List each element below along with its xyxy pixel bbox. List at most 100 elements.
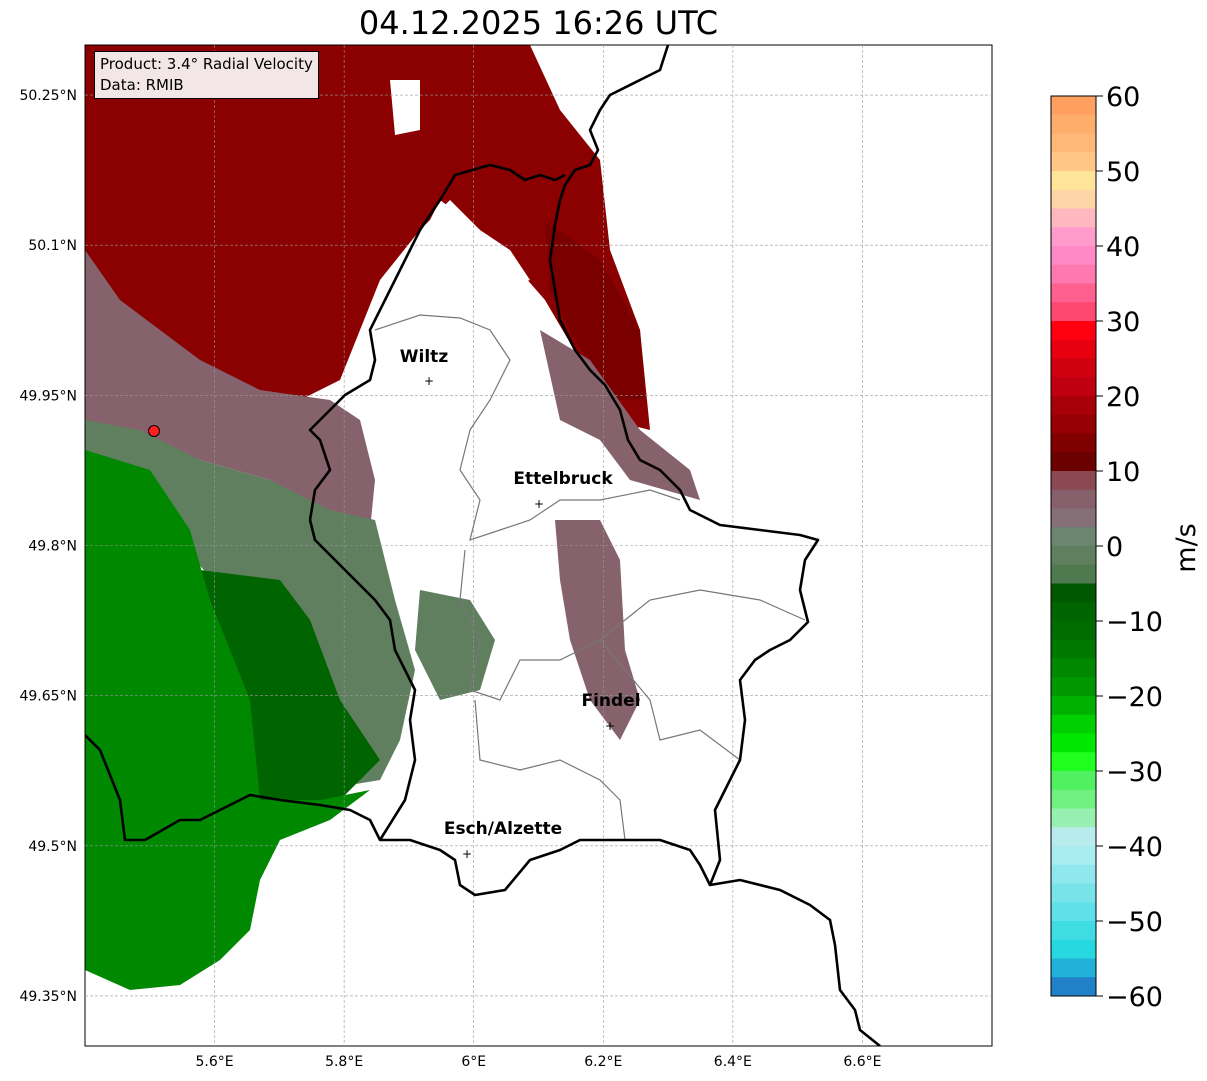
colorbar-band — [1051, 302, 1096, 322]
radar-layer — [85, 45, 700, 990]
colorbar-band — [1051, 602, 1096, 622]
country-border — [85, 734, 712, 897]
y-tick-label: 50.25°N — [19, 88, 77, 104]
colorbar-band — [1051, 546, 1096, 566]
colorbar-band — [1051, 527, 1096, 547]
colorbar-band — [1051, 639, 1096, 659]
colorbar-band — [1051, 508, 1096, 528]
colorbar-band — [1051, 171, 1096, 191]
y-tick-label: 49.5°N — [28, 839, 77, 855]
colorbar-tick-label: 60 — [1106, 82, 1140, 113]
city-label: Wiltz — [400, 347, 449, 367]
product-label: Product: 3.4° Radial Velocity — [100, 55, 313, 73]
echo-approaching-weak — [415, 590, 495, 700]
colorbar-band — [1051, 208, 1096, 228]
country-border — [548, 45, 881, 1046]
colorbar-tick-label: 40 — [1106, 232, 1140, 263]
colorbar-tick-label: −40 — [1106, 832, 1163, 863]
colorbar-band — [1051, 189, 1096, 209]
colorbar-band — [1051, 471, 1096, 491]
colorbar-tick-label: 10 — [1106, 457, 1140, 488]
x-tick-label: 6.2°E — [584, 1054, 622, 1070]
echo-approaching — [85, 450, 370, 990]
colorbar-tick-label: −20 — [1106, 682, 1163, 713]
colorbar-band — [1051, 246, 1096, 266]
colorbar-tick-label: 30 — [1106, 307, 1140, 338]
colorbar-band — [1051, 583, 1096, 603]
y-axis-ticks: 50.25°N 50.1°N 49.95°N 49.8°N 49.65°N 49.5°N 4… — [19, 88, 77, 1005]
echo-near-zero — [555, 520, 640, 740]
y-tick-label: 49.8°N — [28, 539, 77, 555]
colorbar-band — [1051, 846, 1096, 866]
colorbar-band — [1051, 771, 1096, 791]
canton-boundaries — [374, 314, 681, 541]
colorbar-band — [1051, 658, 1096, 678]
colorbar-band — [1051, 433, 1096, 453]
colorbar-tick-label: 0 — [1106, 532, 1123, 563]
country-border — [308, 163, 566, 841]
radar-site-marker — [148, 425, 160, 437]
product-info-box: Product: 3.4° Radial Velocity Data: RMIB — [94, 51, 319, 99]
city-label: Esch/Alzette — [444, 819, 562, 839]
echo-gap — [400, 200, 530, 300]
colorbar-band — [1051, 733, 1096, 753]
colorbar-band — [1051, 977, 1096, 997]
city-marker-icon: + — [534, 497, 544, 511]
x-tick-label: 6.6°E — [843, 1054, 881, 1070]
colorbar-band — [1051, 958, 1096, 978]
colorbar-tick-label: −30 — [1106, 757, 1163, 788]
echo-receding — [85, 45, 650, 430]
colorbar-band — [1051, 564, 1096, 584]
city-ettelbruck: + Ettelbruck — [513, 469, 613, 511]
colorbar-band — [1051, 321, 1096, 341]
colorbar-band — [1051, 696, 1096, 716]
y-tick-label: 50.1°N — [28, 238, 77, 254]
colorbar-band — [1051, 827, 1096, 847]
colorbar-band — [1051, 489, 1096, 509]
city-label: Findel — [581, 691, 640, 711]
canton-boundaries — [599, 639, 741, 761]
map-title: 04.12.2025 16:26 UTC — [358, 4, 719, 42]
colorbar-band — [1051, 114, 1096, 134]
echo-near-zero — [85, 250, 375, 530]
colorbar-band — [1051, 939, 1096, 959]
colorbar — [1050, 95, 1097, 997]
echo-receding-dark — [545, 220, 645, 400]
colorbar-label: m/s — [1171, 523, 1202, 572]
colorbar-tick-label: −10 — [1106, 607, 1163, 638]
colorbar-tick-label: 20 — [1106, 382, 1140, 413]
colorbar-tick-label: −50 — [1106, 907, 1163, 938]
canton-boundaries — [474, 699, 626, 841]
city-marker-icon: + — [424, 374, 434, 388]
colorbar-band — [1051, 377, 1096, 397]
colorbar-band — [1051, 677, 1096, 697]
colorbar-band — [1051, 339, 1096, 359]
colorbar-band — [1051, 152, 1096, 172]
city-marker-icon: + — [605, 719, 615, 733]
colorbar-band — [1051, 714, 1096, 734]
colorbar-band — [1051, 283, 1096, 303]
colorbar-band — [1051, 752, 1096, 772]
city-wiltz: + Wiltz — [400, 347, 449, 388]
colorbar-band — [1051, 452, 1096, 472]
colorbar-band — [1051, 414, 1096, 434]
colorbar-band — [1051, 358, 1096, 378]
colorbar-tick-label: −60 — [1106, 982, 1163, 1013]
city-esch-alzette: + Esch/Alzette — [444, 819, 562, 861]
colorbar-band — [1051, 264, 1096, 284]
canton-boundaries — [459, 549, 806, 701]
colorbar-band — [1051, 902, 1096, 922]
echo-gap — [390, 80, 420, 135]
y-tick-label: 49.95°N — [19, 388, 77, 404]
city-label: Ettelbruck — [513, 469, 613, 489]
colorbar-band — [1051, 133, 1096, 153]
colorbar-band — [1051, 883, 1096, 903]
colorbar-band — [1051, 96, 1096, 116]
city-findel: + Findel — [581, 691, 640, 733]
colorbar-band — [1051, 396, 1096, 416]
x-tick-label: 6.4°E — [714, 1054, 752, 1070]
gridlines — [85, 45, 992, 1046]
colorbar-band — [1051, 227, 1096, 247]
x-axis-ticks: 5.6°E 5.8°E 6°E 6.2°E 6.4°E 6.6°E — [196, 1054, 882, 1070]
